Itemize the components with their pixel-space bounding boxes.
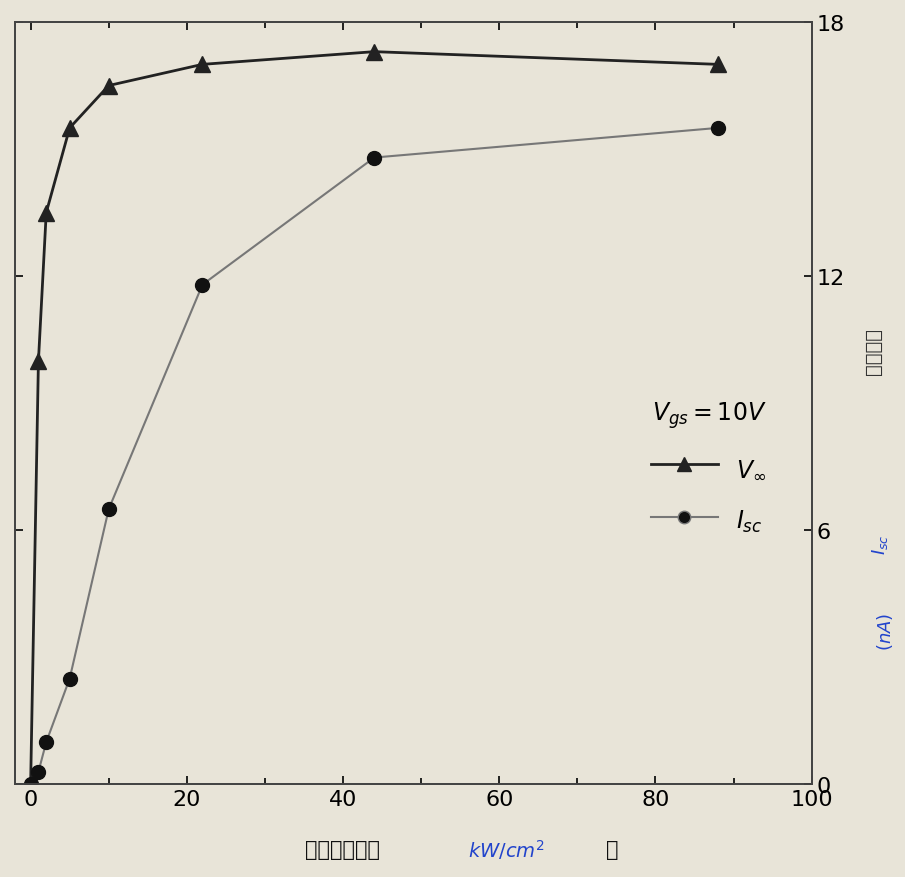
Text: $I_{sc}$: $I_{sc}$ <box>870 533 890 554</box>
Text: ）: ） <box>606 839 619 859</box>
Text: 短路电流: 短路电流 <box>864 327 882 374</box>
Text: $kW/cm^2$: $kW/cm^2$ <box>468 837 546 861</box>
Text: 光功率密度（: 光功率密度（ <box>305 839 380 859</box>
Text: $(nA)$: $(nA)$ <box>875 612 895 651</box>
Legend: $V_{\infty}$, $I_{sc}$: $V_{\infty}$, $I_{sc}$ <box>642 390 776 545</box>
